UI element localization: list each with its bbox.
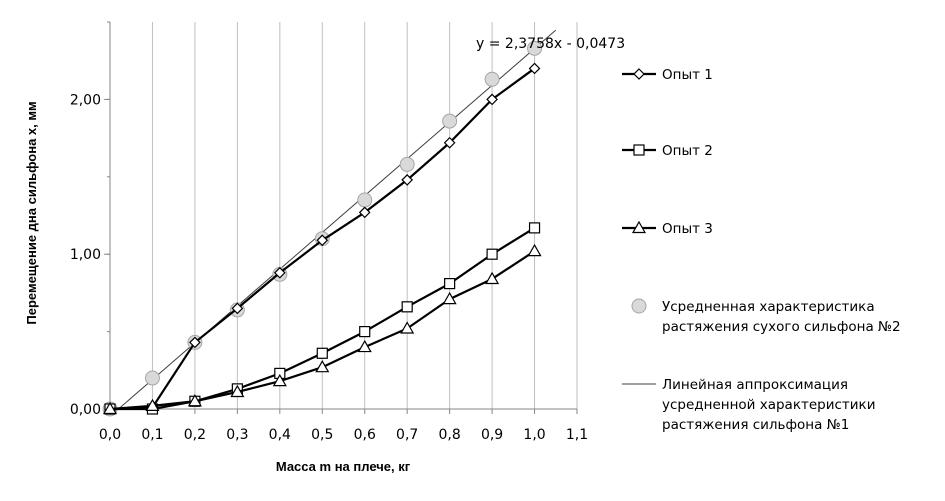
data-point (400, 321, 415, 334)
data-point (189, 336, 201, 349)
data-point (485, 271, 500, 285)
x-tick-label: 0,5 (311, 427, 333, 443)
series-3 (102, 243, 542, 415)
data-point (443, 136, 456, 149)
legend-item-1: Опыт 1 (622, 67, 713, 83)
x-tick-label: 0,7 (396, 427, 418, 443)
x-tick-label: 1,0 (523, 427, 545, 443)
legend-item-2: Опыт 2 (622, 143, 713, 159)
y-tick-label: 2,00 (70, 92, 101, 108)
data-point (272, 373, 287, 387)
data-point (144, 370, 160, 386)
legend: Опыт 1 Опыт 2 Опыт 3 Усредненная характерис… (622, 67, 901, 433)
x-tick-label: 0,0 (99, 427, 121, 443)
data-point (231, 302, 244, 315)
data-point (401, 174, 414, 186)
y-tick-label: 0,00 (70, 402, 101, 418)
data-point (230, 384, 245, 398)
data-point (631, 298, 647, 314)
legend-item-3: Опыт 3 (622, 220, 713, 237)
y-tick-label: 1,00 (70, 247, 101, 263)
legend-label: усредненной характеристики (662, 397, 876, 413)
data-point (633, 144, 645, 156)
x-tick-label: 0,6 (354, 427, 376, 443)
data-point (633, 68, 645, 80)
data-point (357, 192, 373, 208)
data-point (357, 339, 372, 353)
legend-label: Опыт 3 (662, 221, 713, 237)
data-point (442, 291, 457, 305)
x-tick-label: 0,2 (184, 427, 206, 443)
x-tick-label: 0,8 (439, 427, 461, 443)
trendline (118, 29, 557, 410)
data-point (399, 156, 415, 172)
data-point (316, 347, 328, 359)
data-point (187, 394, 202, 407)
data-point (273, 266, 286, 279)
legend-item-4: Усредненная характеристика растяжения сух… (631, 298, 901, 335)
trendline-equation: y = 2,3758x - 0,0473 (476, 36, 625, 52)
data-point (442, 113, 458, 129)
data-point (486, 93, 498, 106)
data-point (631, 220, 647, 234)
legend-label: Усредненная характеристика (662, 299, 875, 315)
legend-label: Опыт 2 (662, 143, 713, 159)
x-tick-label: 0,1 (141, 427, 163, 443)
series-layer (102, 29, 557, 417)
data-point (527, 243, 542, 257)
data-point (528, 62, 541, 75)
data-point (401, 301, 413, 313)
data-point (484, 71, 500, 87)
data-point (359, 326, 371, 338)
data-point (316, 234, 329, 247)
axes (104, 21, 578, 414)
data-point (315, 359, 330, 373)
data-point (102, 401, 118, 415)
series-5 (118, 29, 557, 410)
data-point (358, 206, 371, 219)
data-point (145, 398, 160, 412)
x-tick-label: 0,3 (226, 427, 248, 443)
x-axis-title: Масса m на плече, кг (276, 459, 411, 474)
legend-label: Линейная аппроксимация (662, 377, 848, 393)
data-point (528, 222, 541, 234)
x-tick-label: 1,1 (566, 427, 588, 443)
legend-item-5: Линейная аппроксимация усредненной характ… (622, 377, 876, 433)
data-point (486, 248, 498, 260)
x-tick-label: 0,4 (269, 427, 291, 443)
legend-label: Опыт 1 (662, 67, 713, 83)
data-point (444, 278, 456, 290)
legend-label: растяжения сухого сильфона №2 (662, 319, 901, 335)
legend-label: растяжения сильфона №1 (662, 417, 849, 433)
y-axis-title: Перемещение дна сильфона x, мм (24, 101, 39, 324)
x-tick-label: 0,9 (481, 427, 503, 443)
tick-labels: 0,00 1,00 2,00 0,0 0,1 0,2 0,3 0,4 0,5 0,6 0,7 0,8 0… (70, 92, 588, 443)
data-point (527, 40, 543, 56)
